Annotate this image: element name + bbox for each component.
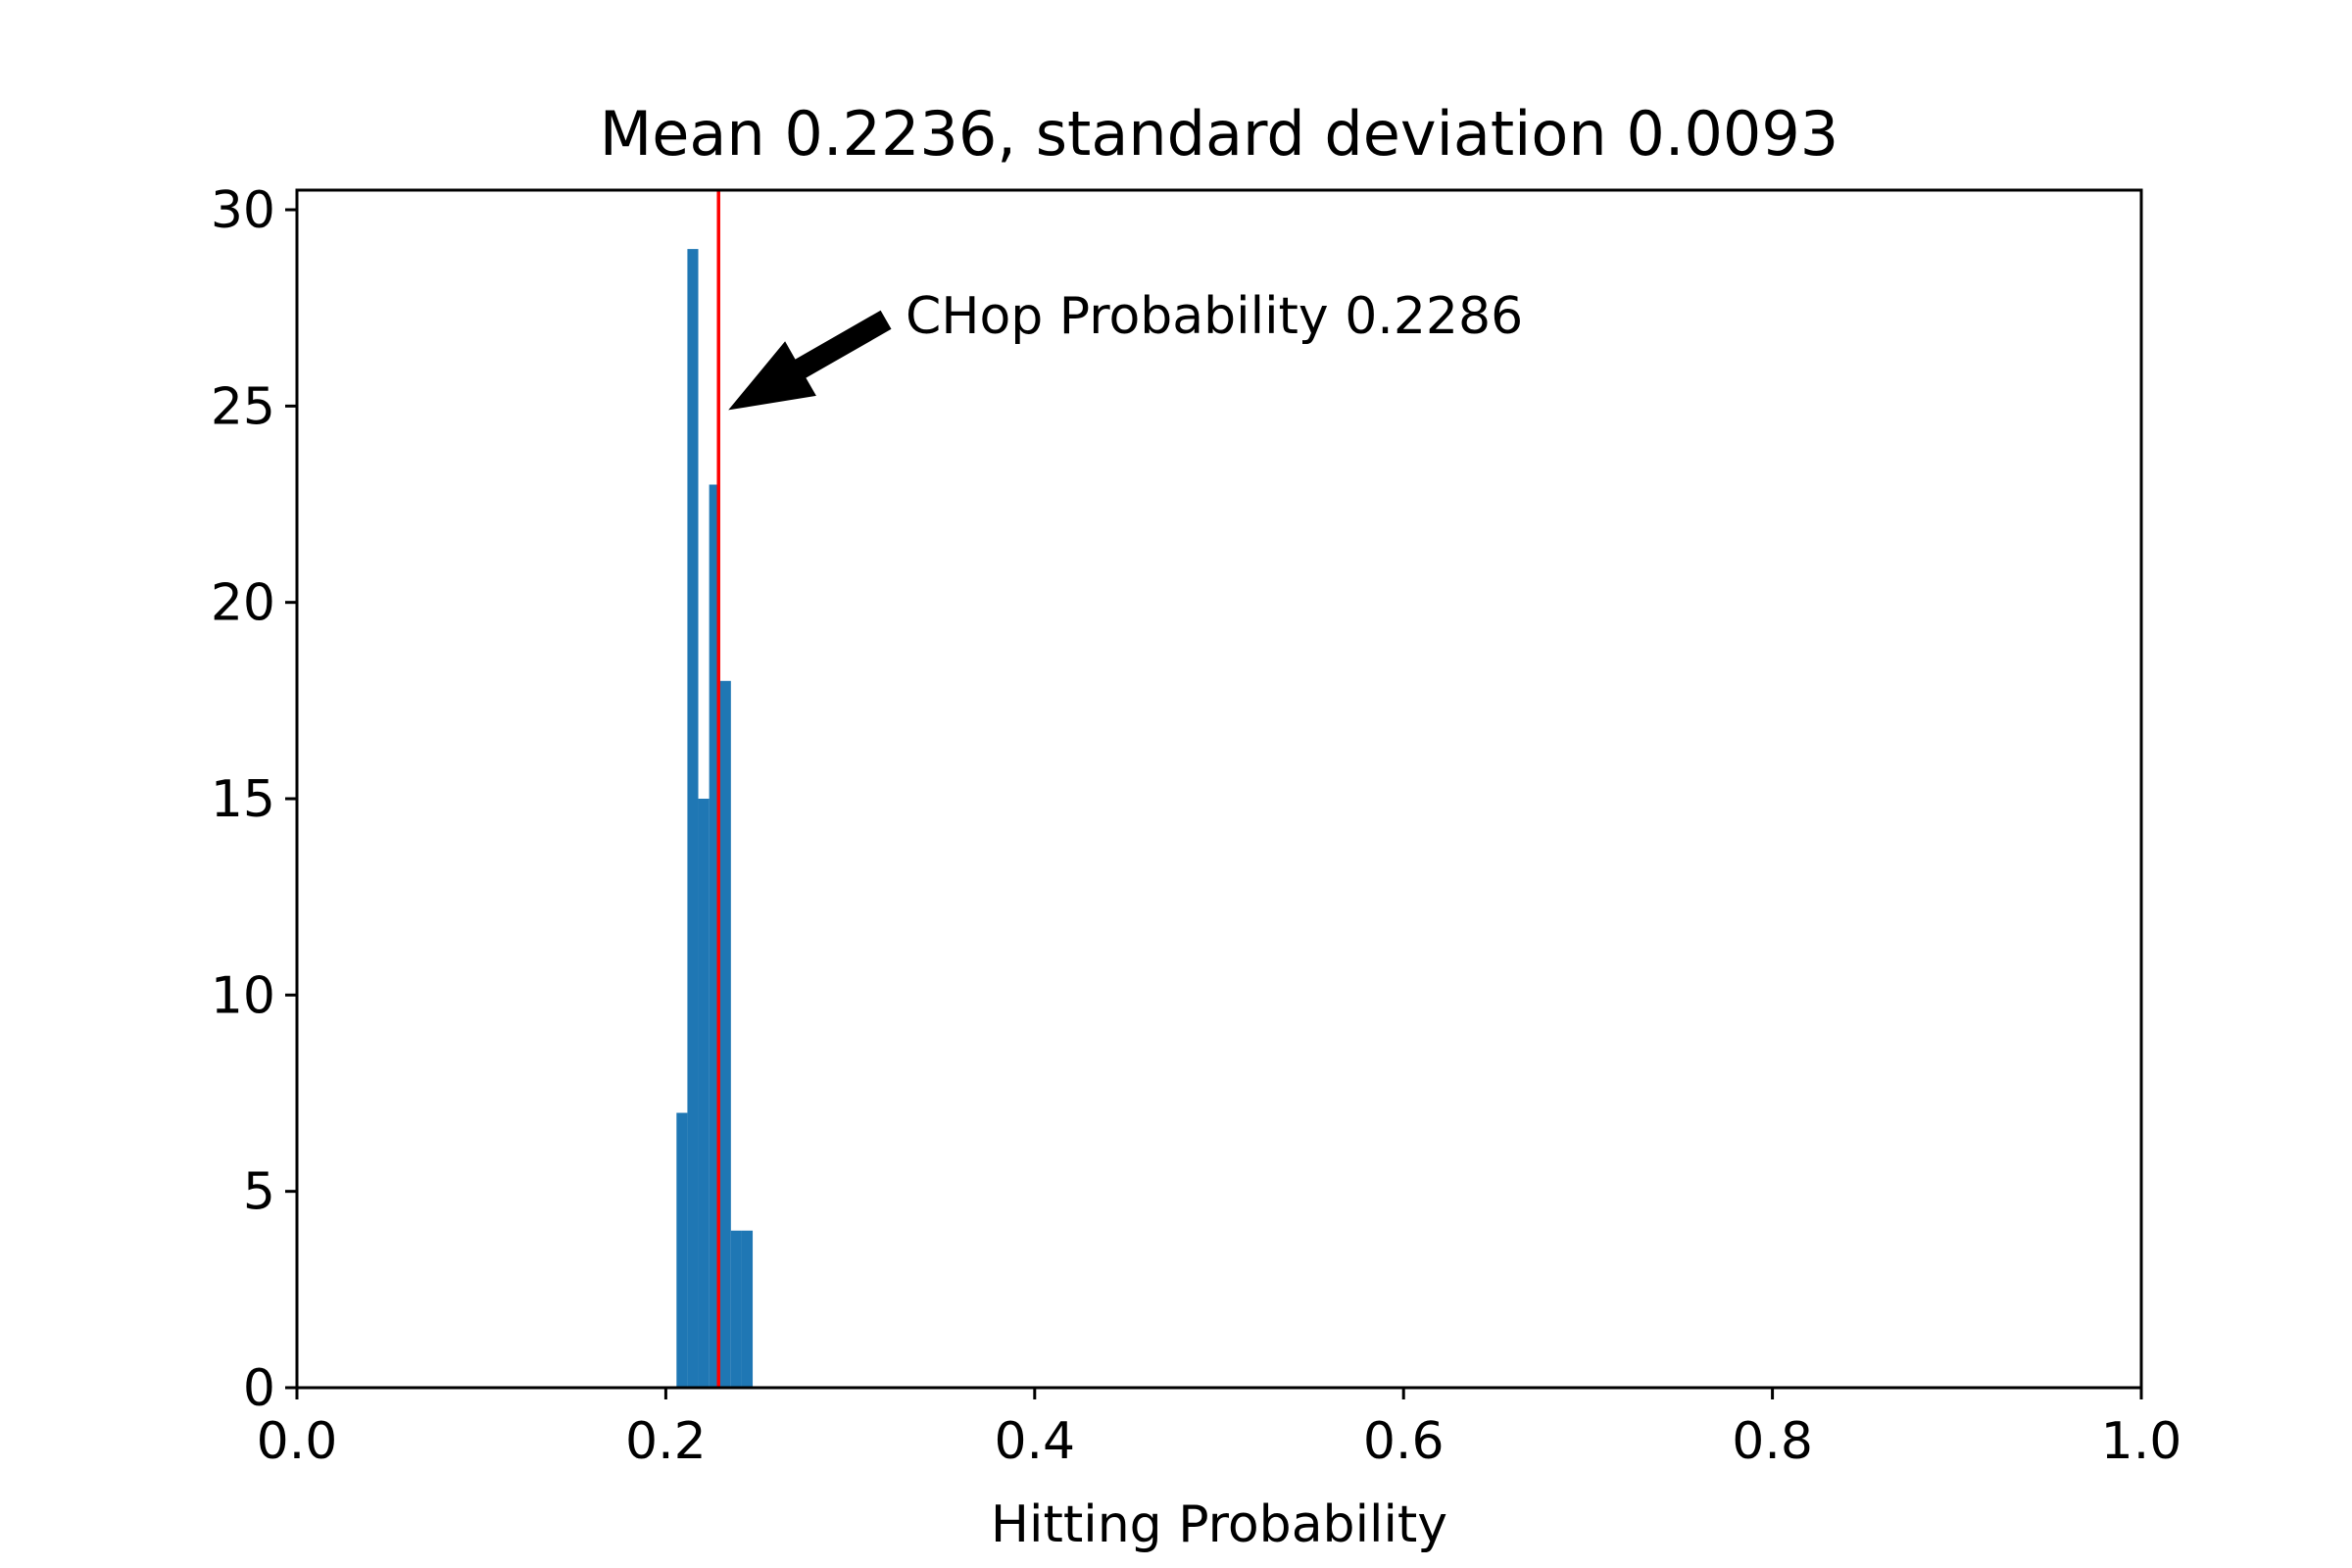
chart-title: Mean 0.2236, standard deviation 0.0093 bbox=[600, 98, 1839, 170]
histogram-bar bbox=[730, 1230, 742, 1388]
x-tick-label: 0.2 bbox=[625, 1412, 707, 1471]
x-axis-label: Hitting Probability bbox=[991, 1495, 1447, 1554]
x-tick-label: 0.8 bbox=[1732, 1412, 1813, 1471]
plot-frame bbox=[295, 188, 2143, 1390]
y-tick-label: 5 bbox=[243, 1163, 275, 1222]
y-tick-label: 15 bbox=[211, 770, 275, 829]
y-axis-ticks: 0 5 10 15 20 25 30 bbox=[211, 181, 297, 1418]
x-axis-ticks: 0.0 0.2 0.4 0.6 0.8 1.0 bbox=[257, 1388, 2182, 1471]
x-tick-label: 0.0 bbox=[257, 1412, 338, 1471]
x-tick-label: 0.4 bbox=[994, 1412, 1075, 1471]
histogram-bar bbox=[709, 484, 720, 1388]
y-tick-label: 10 bbox=[211, 966, 275, 1025]
annotation-text: CHop Probability 0.2286 bbox=[906, 287, 1523, 346]
y-tick-label: 20 bbox=[211, 574, 275, 633]
histogram-bar bbox=[719, 680, 731, 1388]
x-tick-label: 0.6 bbox=[1363, 1412, 1445, 1471]
histogram-bar bbox=[676, 1112, 688, 1388]
bars-group bbox=[676, 249, 754, 1388]
histogram-bar bbox=[741, 1230, 754, 1388]
x-tick-label: 1.0 bbox=[2101, 1412, 2182, 1471]
histogram-bar bbox=[698, 799, 710, 1388]
y-tick-label: 0 bbox=[243, 1359, 275, 1418]
y-tick-label: 25 bbox=[211, 377, 275, 436]
annotation-arrow bbox=[728, 310, 892, 411]
histogram-bar bbox=[687, 249, 699, 1388]
y-tick-label: 30 bbox=[211, 181, 275, 240]
